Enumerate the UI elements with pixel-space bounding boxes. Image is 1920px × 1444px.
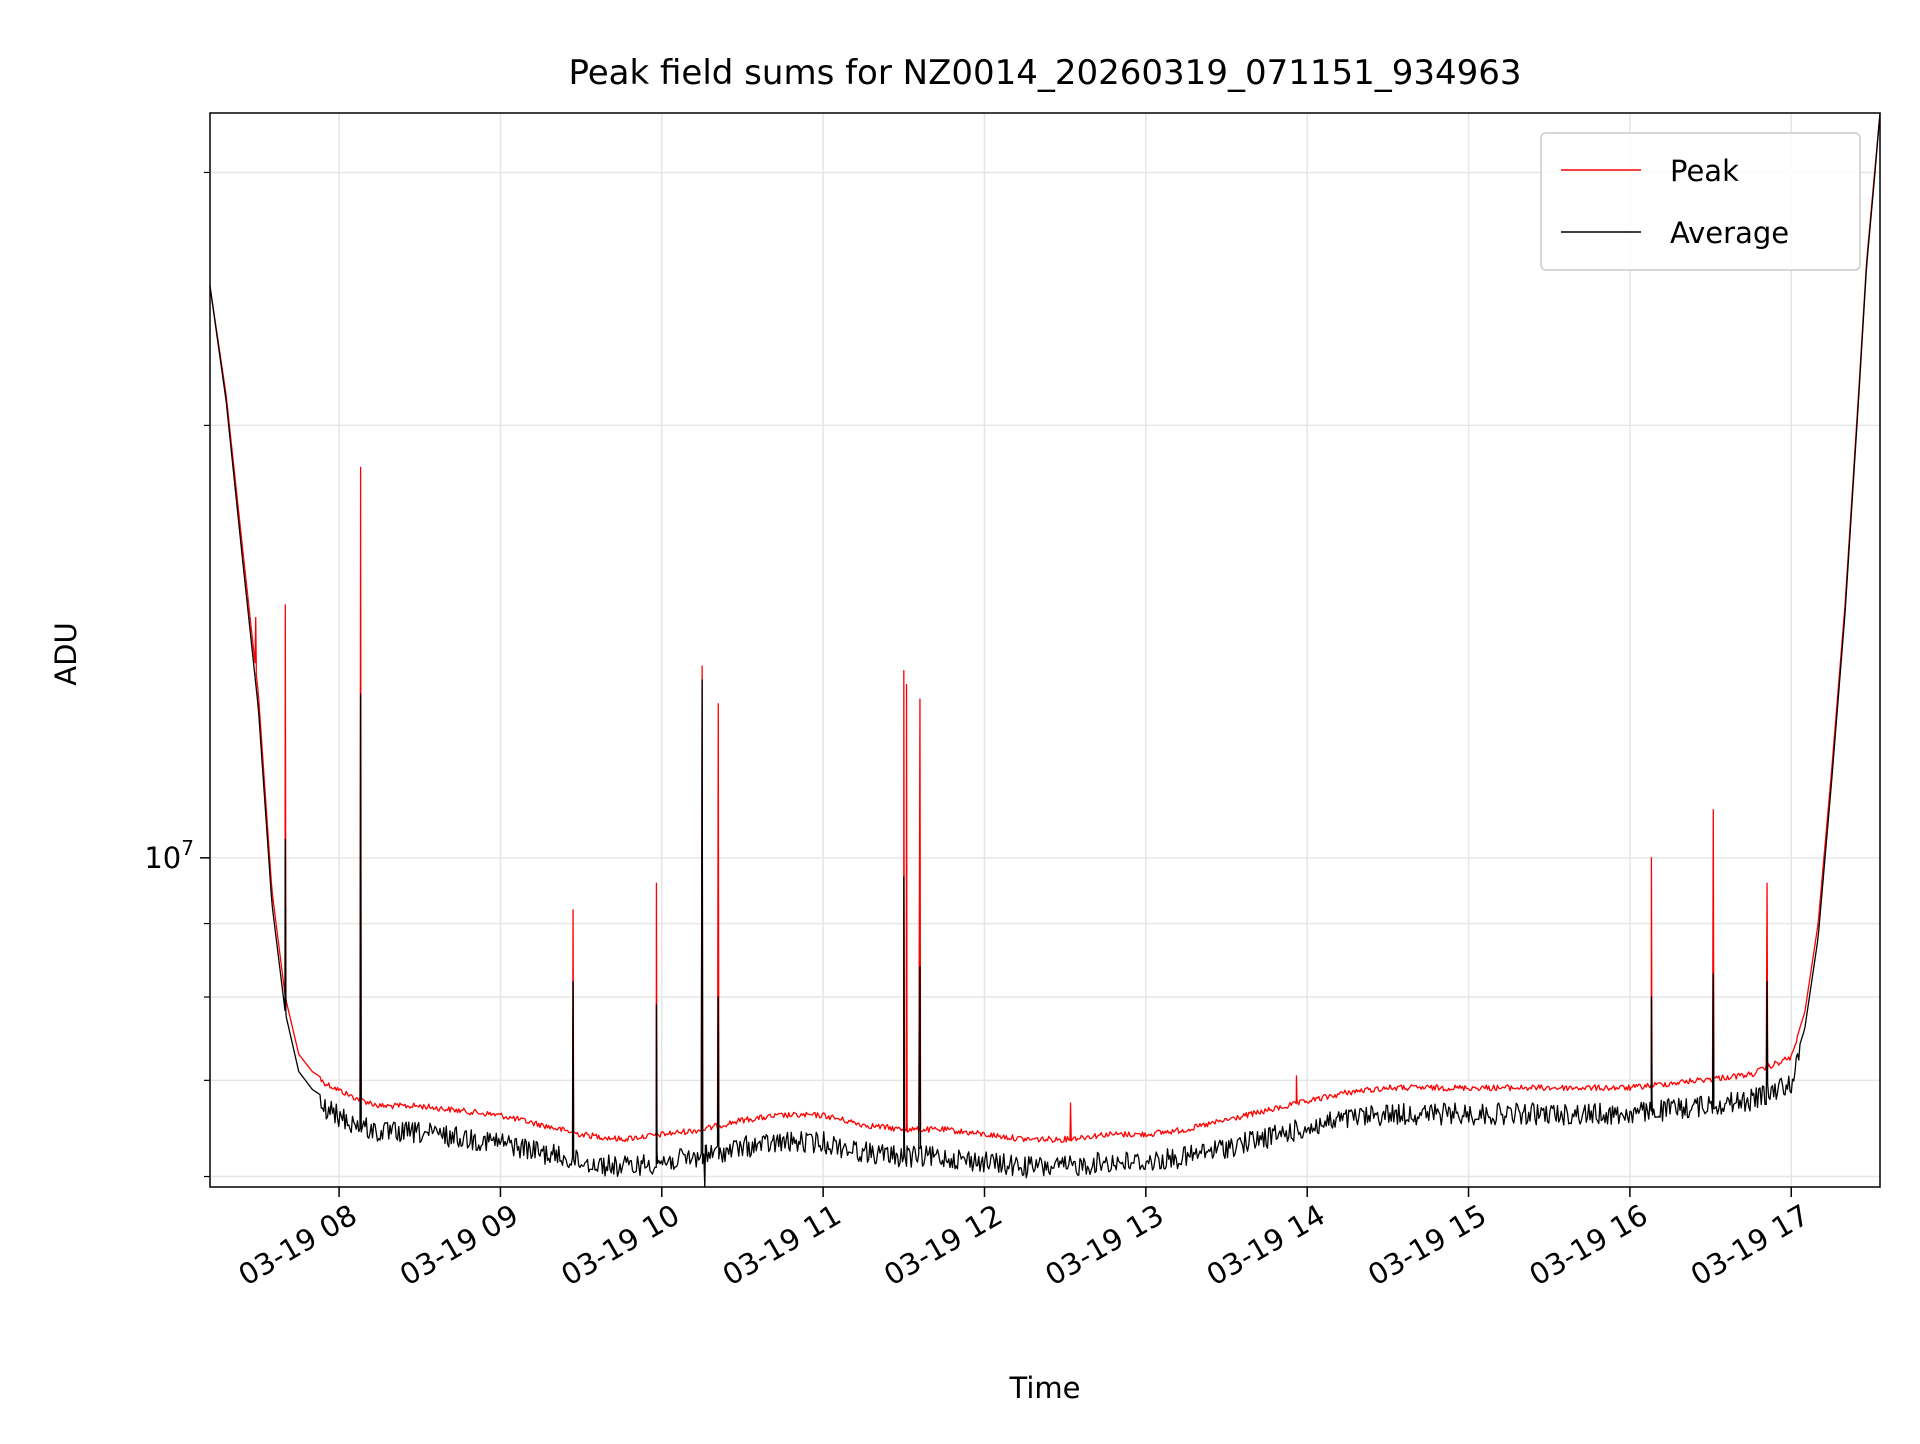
legend-label-average: Average bbox=[1670, 216, 1789, 250]
y-axis-label: ADU bbox=[49, 622, 83, 685]
plot-frame bbox=[209, 112, 1881, 1188]
legend-label-peak: Peak bbox=[1670, 154, 1739, 188]
chart-title: Peak field sums for NZ0014_20260319_0711… bbox=[568, 53, 1521, 93]
y-tick-label-base: 10 bbox=[144, 841, 181, 875]
grid bbox=[210, 113, 1880, 1187]
series-layer bbox=[209, 112, 1881, 1188]
y-tick-label: 107 bbox=[144, 836, 194, 875]
y-tick-label-exponent: 7 bbox=[181, 836, 194, 860]
legend-box bbox=[1540, 132, 1861, 271]
series-line-peak bbox=[209, 112, 1881, 1143]
x-axis-label: Time bbox=[1009, 1371, 1081, 1405]
legend: Peak Average bbox=[1540, 132, 1861, 271]
series-line-average bbox=[209, 112, 1881, 1188]
